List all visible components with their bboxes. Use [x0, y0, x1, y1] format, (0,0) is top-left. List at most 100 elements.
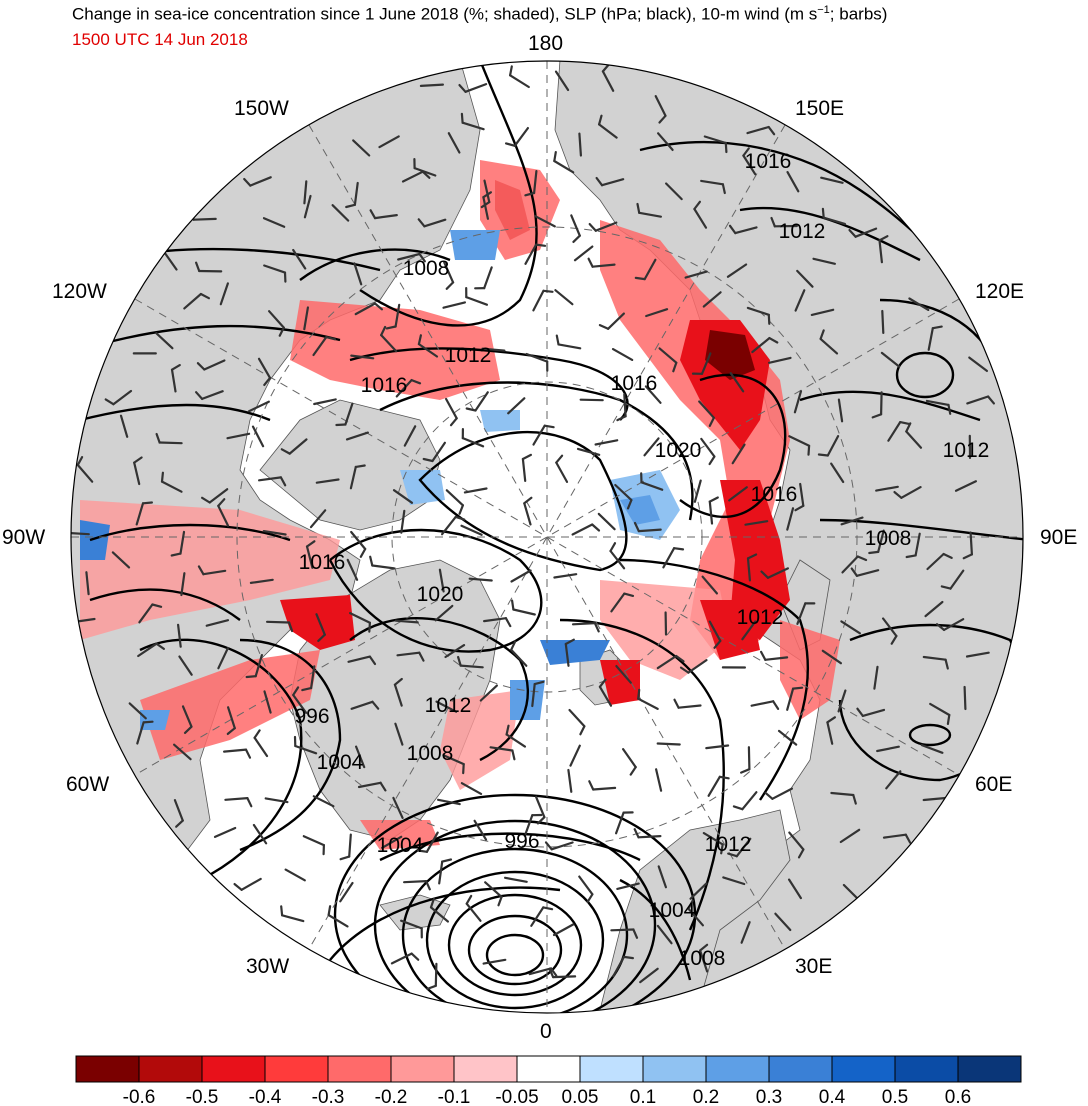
wind-barb — [443, 261, 455, 284]
wind-barb-flag — [244, 748, 252, 759]
wind-barb-flag — [142, 720, 154, 724]
wind-barb-flag — [564, 638, 575, 646]
wind-barb-flag — [791, 686, 804, 690]
wind-barb-flag — [373, 302, 383, 311]
wind-barb — [133, 461, 141, 486]
wind-barb-flag — [708, 496, 719, 503]
wind-barb — [381, 835, 403, 849]
wind-barb — [257, 357, 272, 379]
wind-barb — [434, 604, 454, 622]
wind-barb-flag — [511, 749, 516, 761]
wind-barb-flag — [616, 415, 627, 422]
wind-barb — [569, 744, 581, 767]
wind-barb — [136, 721, 145, 745]
wind-barb — [877, 529, 885, 554]
wind-barb — [700, 352, 712, 375]
wind-barb-flag — [263, 376, 272, 386]
wind-barb-flag — [854, 899, 861, 910]
wind-barb — [662, 547, 676, 569]
wind-barb — [227, 706, 236, 730]
wind-barb — [579, 398, 604, 402]
wind-barb — [396, 651, 421, 657]
wind-barb-flag — [629, 765, 637, 776]
wind-barb — [483, 617, 507, 623]
wind-barb-flag — [946, 713, 951, 726]
colorbar-box — [642, 1055, 707, 1083]
lon-label-120w: 120W — [52, 280, 107, 303]
wind-barb — [700, 179, 725, 186]
wind-barb — [135, 502, 145, 526]
wind-barb — [350, 700, 374, 710]
wind-barb — [528, 967, 553, 976]
wind-barb — [483, 179, 491, 204]
wind-barb — [305, 545, 314, 569]
wind-barb — [463, 487, 488, 494]
wind-barb-flag — [848, 229, 857, 238]
wind-barb — [483, 266, 493, 290]
wind-barb — [810, 308, 835, 316]
wind-barb — [614, 483, 633, 502]
wind-barb-flag — [549, 967, 558, 977]
wind-barb — [826, 435, 840, 457]
wind-barb-flag — [746, 553, 758, 560]
wind-barb-flag — [633, 521, 640, 533]
wind-barb — [612, 955, 626, 978]
wind-barb — [708, 500, 714, 525]
wind-barb-flag — [986, 395, 996, 405]
slp-label: 1012 — [425, 694, 472, 717]
colorbar-tick-label: 0.6 — [945, 1087, 971, 1106]
wind-barb — [969, 531, 974, 556]
wind-barb — [656, 132, 674, 151]
wind-barb — [531, 682, 536, 708]
colorbar-tick-label: -0.05 — [495, 1087, 538, 1106]
wind-barb — [876, 745, 900, 753]
wind-barb-flag — [426, 984, 437, 991]
wind-barb — [390, 952, 413, 965]
wind-barb — [701, 575, 719, 595]
wind-barb — [240, 877, 262, 891]
wind-barb — [401, 170, 424, 183]
wind-barb — [327, 913, 349, 928]
slp-label: 1020 — [417, 583, 464, 606]
wind-barb-flag — [713, 639, 722, 649]
colorbar-tick-label: -0.1 — [438, 1087, 471, 1106]
wind-barb — [294, 744, 318, 755]
wind-barb — [837, 398, 844, 423]
lon-label-90e: 90E — [1040, 526, 1078, 549]
wind-barb — [854, 227, 878, 238]
wind-barb-flag — [797, 848, 805, 859]
wind-barb — [606, 312, 626, 330]
wind-barb — [826, 721, 834, 745]
wind-barb-flag — [417, 334, 422, 346]
wind-barb-flag — [675, 654, 685, 663]
wind-barb-flag — [817, 453, 829, 457]
wind-barb-flag — [698, 943, 709, 952]
wind-barb — [315, 478, 340, 484]
wind-barb — [510, 648, 528, 667]
wind-barb-flag — [944, 658, 949, 670]
wind-barb — [213, 826, 237, 839]
wind-barb-flag — [760, 570, 770, 579]
colorbar-tick-label: 0.05 — [562, 1087, 599, 1106]
wind-barb — [350, 354, 375, 360]
wind-barb — [181, 705, 193, 728]
wind-barb — [703, 135, 727, 145]
wind-barb-flag — [724, 141, 728, 154]
wind-barb-flag — [505, 724, 510, 736]
lon-label-30e: 30E — [795, 955, 833, 978]
wind-barb — [920, 743, 944, 754]
wind-barb-flag — [458, 83, 467, 93]
wind-barb — [601, 70, 615, 92]
wind-barb — [523, 502, 532, 526]
wind-barb — [264, 797, 289, 804]
wind-barb — [170, 368, 177, 393]
colorbar-tick-label: -0.6 — [123, 1087, 156, 1106]
wind-barb — [373, 214, 398, 220]
wind-barb — [473, 819, 488, 841]
wind-barb — [929, 702, 951, 717]
wind-barb — [880, 351, 901, 368]
wind-barb-flag — [533, 680, 545, 686]
wind-barb — [643, 437, 660, 457]
wind-barb-flag — [445, 281, 455, 290]
wind-barb-flag — [944, 796, 951, 808]
